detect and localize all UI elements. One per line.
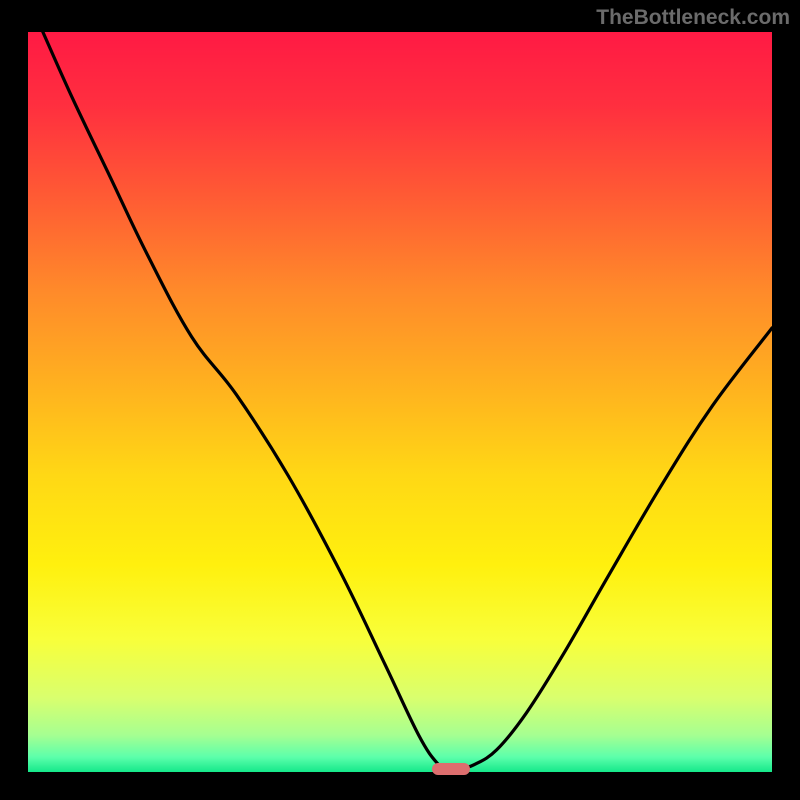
- minimum-marker: [432, 763, 470, 775]
- watermark-text: TheBottleneck.com: [596, 6, 790, 30]
- chart-container: { "watermark": { "text": "TheBottleneck.…: [0, 0, 800, 800]
- plot-area: [28, 32, 772, 772]
- bottleneck-curve: [28, 32, 772, 772]
